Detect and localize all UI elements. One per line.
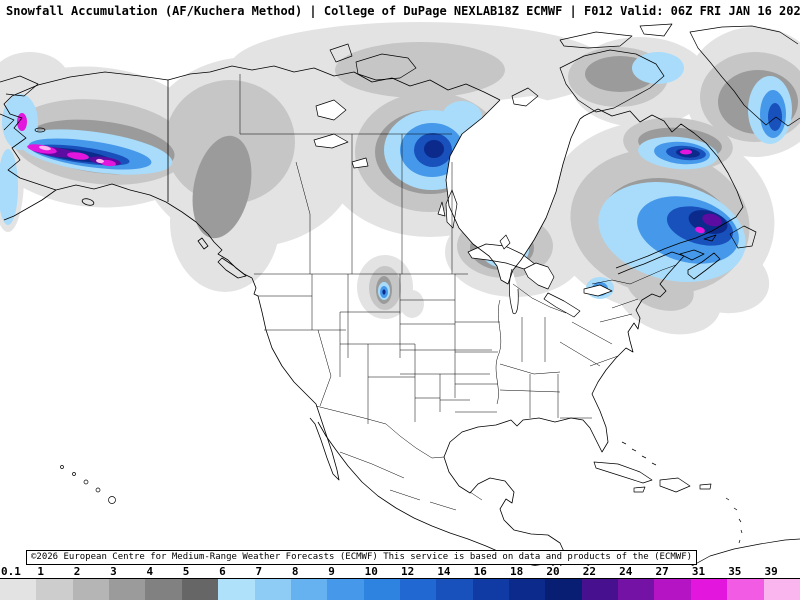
hudson-bay-water bbox=[446, 96, 580, 284]
model-run-info: 18Z ECMWF | F012 Valid: 06Z FRI JAN 16 2… bbox=[497, 4, 800, 18]
legend-swatch bbox=[727, 579, 764, 600]
legend-swatch bbox=[763, 579, 800, 600]
legend-swatch bbox=[436, 579, 473, 600]
legend-tick-label: 5 bbox=[182, 566, 190, 578]
legend-swatch bbox=[36, 579, 73, 600]
attribution-text: ©2026 European Centre for Medium-Range W… bbox=[26, 550, 698, 565]
legend-swatch bbox=[363, 579, 400, 600]
legend-swatch bbox=[399, 579, 437, 600]
legend-swatches bbox=[0, 578, 800, 600]
legend-tick-label: 18 bbox=[510, 566, 524, 578]
legend-tick-label: 3 bbox=[110, 566, 117, 578]
legend-tick-label: 10 bbox=[364, 566, 378, 578]
legend-tick-label: 24 bbox=[619, 566, 633, 578]
legend-swatch bbox=[690, 579, 728, 600]
legend-tick-label: 6 bbox=[219, 566, 226, 578]
legend-tick-label: 22 bbox=[582, 566, 596, 578]
legend-tick-label: 1 bbox=[37, 566, 44, 578]
legend-tick-label: 35 bbox=[728, 566, 742, 578]
political-borders bbox=[239, 74, 677, 511]
legend-tick-label: 7 bbox=[255, 566, 263, 578]
legend-tick-label: 39 bbox=[764, 566, 778, 578]
legend-tick-label: 16 bbox=[473, 566, 487, 578]
header-bar: Snowfall Accumulation (AF/Kuchera Method… bbox=[0, 0, 800, 22]
legend-labels: 0.1 1 2 3 4 5 6 7 8 9 10 12 14 16 18 20 22 24 27 31 35 39 bbox=[0, 566, 800, 578]
legend-tick-label: 20 bbox=[546, 566, 560, 578]
legend-tick-label: 4 bbox=[146, 566, 154, 578]
legend-swatch bbox=[145, 579, 182, 600]
map-title: Snowfall Accumulation (AF/Kuchera Method… bbox=[6, 4, 498, 18]
legend-swatch bbox=[618, 579, 655, 600]
snowfall-shading-pink bbox=[39, 145, 104, 164]
legend-swatch bbox=[581, 579, 619, 600]
legend-swatch bbox=[254, 579, 291, 600]
map-canvas bbox=[0, 22, 800, 566]
legend-tick-label: 12 bbox=[400, 566, 415, 578]
legend-tick-label: 2 bbox=[73, 566, 81, 578]
legend-tick-label: 9 bbox=[328, 566, 335, 578]
legend-swatch bbox=[472, 579, 510, 600]
legend-swatch bbox=[654, 579, 691, 600]
legend-swatch bbox=[109, 579, 146, 600]
legend-tick-label: 27 bbox=[655, 566, 669, 578]
legend-swatch bbox=[181, 579, 219, 600]
legend-swatch bbox=[218, 579, 255, 600]
legend-swatch bbox=[290, 579, 328, 600]
legend-tick-label: 31 bbox=[691, 566, 706, 578]
snowfall-shading-magenta bbox=[17, 113, 705, 234]
legend-swatch bbox=[72, 579, 110, 600]
islands bbox=[0, 23, 800, 566]
legend-tick-label: 0.1 bbox=[1, 566, 21, 578]
coastlines bbox=[3, 65, 744, 566]
legend-swatch bbox=[509, 579, 546, 600]
legend-swatch bbox=[545, 579, 582, 600]
legend-swatch bbox=[327, 579, 364, 600]
legend-tick-label: 14 bbox=[437, 566, 451, 578]
legend-swatch bbox=[0, 579, 37, 600]
legend-tick-label: 8 bbox=[291, 566, 299, 578]
map-area: ©2026 European Centre for Medium-Range W… bbox=[0, 22, 800, 566]
